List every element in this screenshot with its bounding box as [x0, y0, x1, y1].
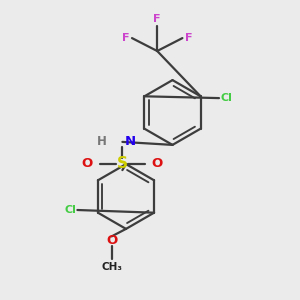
Text: O: O: [106, 234, 117, 248]
Text: Cl: Cl: [64, 205, 76, 215]
Text: O: O: [152, 157, 163, 170]
Text: O: O: [82, 157, 93, 170]
Text: N: N: [125, 135, 136, 148]
Text: F: F: [122, 33, 130, 43]
Text: H: H: [97, 135, 107, 148]
Text: S: S: [117, 156, 128, 171]
Text: F: F: [154, 14, 161, 24]
Text: Cl: Cl: [220, 93, 232, 103]
Text: CH₃: CH₃: [101, 262, 122, 272]
Text: F: F: [185, 33, 192, 43]
